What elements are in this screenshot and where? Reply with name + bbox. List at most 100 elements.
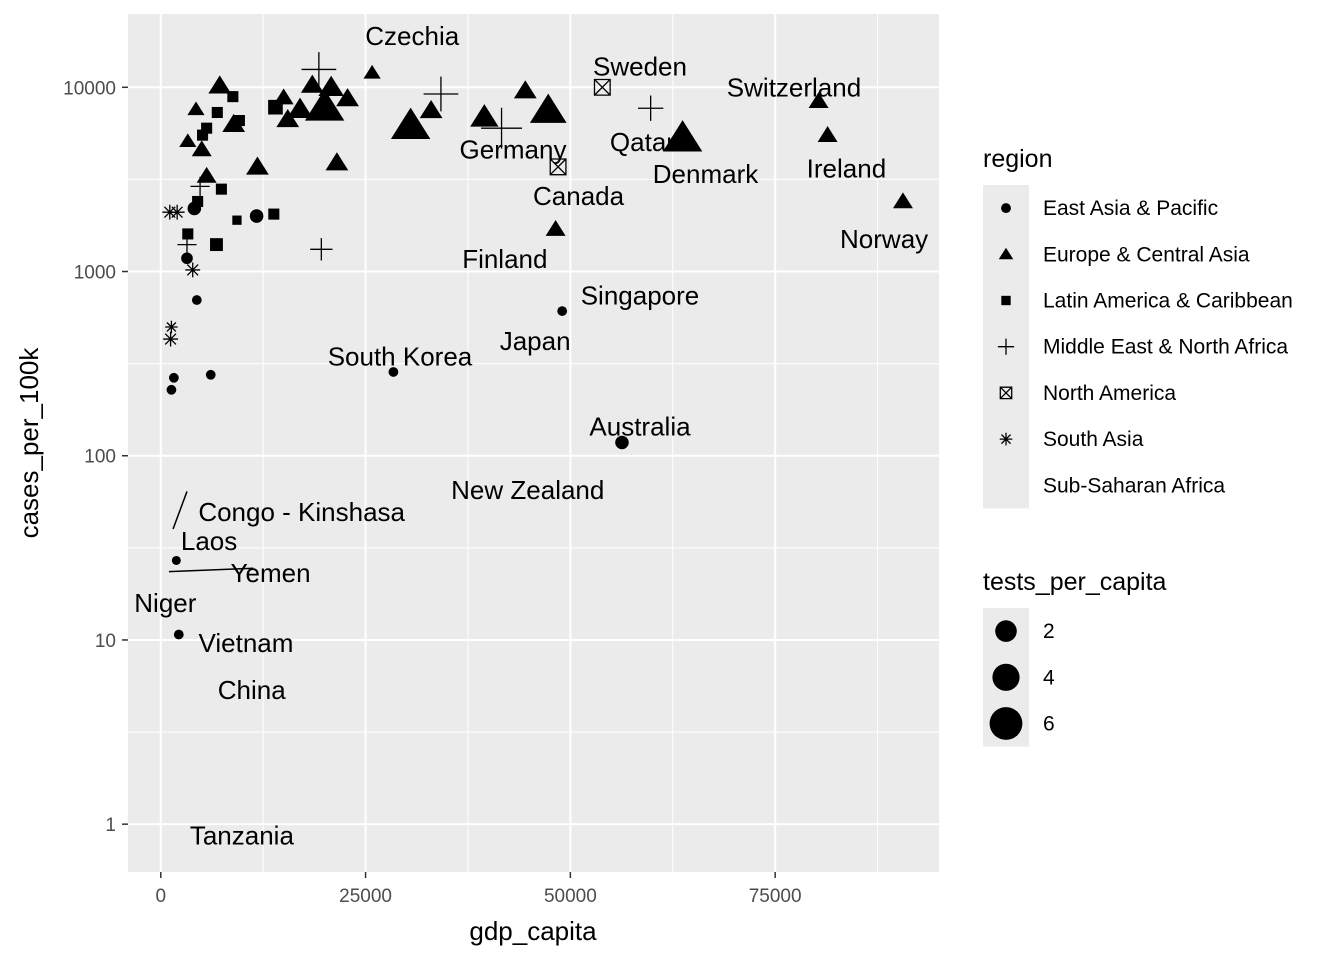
- data-point: [185, 262, 201, 278]
- data-point: [388, 367, 399, 377]
- data-point: [166, 384, 177, 395]
- legend-size-title: tests_per_capita: [983, 568, 1167, 596]
- legend-region-label: Latin America & Caribbean: [1043, 290, 1293, 313]
- data-point: [304, 89, 345, 121]
- y-tick-label: 1000: [74, 263, 116, 284]
- country-label: Vietnam: [199, 628, 294, 658]
- data-points: [162, 52, 913, 640]
- legend-region-label: East Asia & Pacific: [1043, 197, 1218, 220]
- data-point: [179, 133, 197, 148]
- data-point: [191, 295, 202, 305]
- country-label: Norway: [840, 224, 928, 254]
- legend-key-plus: [997, 338, 1015, 355]
- data-point: [892, 192, 913, 209]
- legend-region-label: Middle East & North Africa: [1043, 336, 1288, 359]
- x-tick-label: 25000: [339, 886, 392, 907]
- data-point: [268, 208, 280, 220]
- country-label: Tanzania: [190, 820, 295, 850]
- x-axis-title: gdp_capita: [469, 916, 597, 946]
- major-gridlines: [128, 14, 939, 872]
- legend-key-boxx: [999, 386, 1013, 400]
- country-label: Sweden: [593, 51, 687, 81]
- data-point: [201, 122, 213, 134]
- minor-gridlines: [128, 14, 939, 872]
- data-point: [273, 88, 294, 105]
- point-labels: Czechia Sweden Switzerland Qatar Germany Denm…: [134, 21, 928, 850]
- country-label: China: [218, 675, 286, 705]
- x-tick-label: 75000: [749, 886, 802, 907]
- country-label: Australia: [589, 412, 691, 442]
- country-label: Czechia: [365, 21, 459, 51]
- y-tick-label: 1: [105, 815, 116, 836]
- legend-key-asterisk: [999, 432, 1013, 446]
- data-point: [211, 106, 223, 119]
- country-label: Germany: [460, 134, 567, 164]
- data-point: [232, 215, 242, 225]
- leader-line: [172, 491, 188, 530]
- data-point: [171, 555, 181, 565]
- legend-region-label: North America: [1043, 382, 1176, 405]
- data-point: [557, 306, 568, 316]
- data-point: [205, 369, 216, 380]
- legend-tests-per-capita: tests_per_capita 2 4 6: [983, 568, 1167, 747]
- legend-region-label: South Asia: [1043, 428, 1144, 451]
- data-point: [423, 76, 459, 112]
- leader-line: [168, 567, 254, 573]
- legend-region-label: Sub-Saharan Africa: [1043, 474, 1225, 497]
- country-label: South Korea: [328, 341, 473, 371]
- y-tick-label: 10000: [63, 78, 116, 99]
- data-point: [169, 204, 185, 220]
- data-point: [481, 107, 523, 149]
- legend-size-label: 4: [1043, 666, 1055, 689]
- data-point: [662, 120, 703, 152]
- data-point: [191, 140, 212, 157]
- legend-key-circle: [1001, 203, 1011, 214]
- data-point: [615, 435, 629, 450]
- data-point: [249, 209, 264, 223]
- legend-region-title: region: [983, 145, 1053, 173]
- data-point: [817, 126, 838, 142]
- data-point: [246, 156, 269, 175]
- data-point: [325, 152, 349, 171]
- country-label: Ireland: [807, 153, 887, 183]
- data-point: [637, 95, 664, 121]
- data-point: [390, 107, 431, 139]
- country-label: Niger: [134, 588, 196, 618]
- legend-size-label: 6: [1043, 713, 1055, 736]
- data-point: [513, 80, 537, 99]
- legend-size-label: 2: [1043, 620, 1055, 643]
- country-label: Japan: [500, 326, 571, 356]
- x-axis: 0 25000 50000 75000: [155, 872, 802, 907]
- data-point: [168, 372, 179, 383]
- legend-size-key: [989, 707, 1023, 740]
- country-label: Qatar: [610, 127, 675, 157]
- data-point: [182, 228, 194, 240]
- data-point: [529, 93, 567, 123]
- data-point: [197, 129, 209, 141]
- y-tick-label: 10: [95, 631, 116, 652]
- x-tick-label: 50000: [544, 886, 597, 907]
- data-point: [808, 92, 829, 109]
- data-point: [222, 113, 246, 133]
- data-point: [165, 320, 178, 334]
- legend-region-label: Europe & Central Asia: [1043, 243, 1250, 266]
- data-point: [301, 52, 337, 87]
- data-point: [363, 64, 381, 79]
- country-label: Laos: [181, 526, 237, 556]
- data-point: [215, 183, 227, 195]
- x-tick-label: 0: [155, 886, 166, 907]
- data-point: [177, 235, 197, 255]
- data-point: [593, 78, 611, 96]
- y-axis-title: cases_per_100k: [14, 347, 44, 539]
- legend-size-key: [992, 663, 1020, 691]
- data-point: [173, 629, 184, 640]
- label-leader-lines: [168, 491, 254, 573]
- legend-region: region East Asia & Pacific Europe & Centra…: [983, 145, 1293, 509]
- country-label: New Zealand: [451, 475, 604, 505]
- data-point: [545, 219, 566, 236]
- data-point: [549, 158, 567, 176]
- data-point: [470, 104, 499, 127]
- data-point: [210, 238, 223, 252]
- data-point: [227, 91, 239, 103]
